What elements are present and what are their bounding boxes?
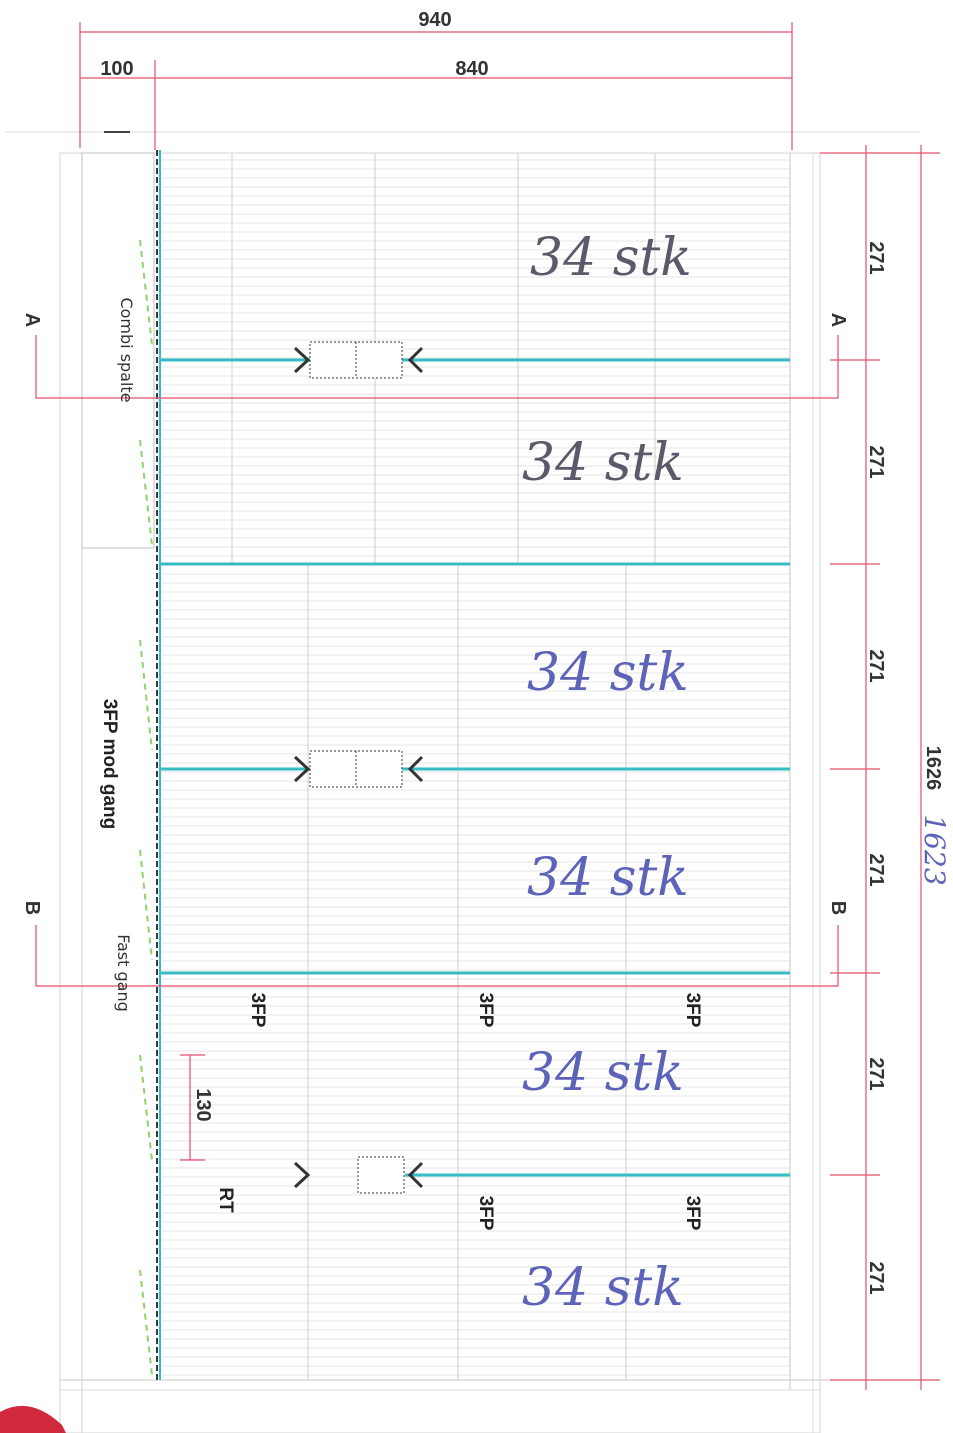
svg-text:3FP: 3FP (475, 1196, 496, 1231)
svg-text:34 stk: 34 stk (527, 643, 689, 703)
label-fast-gang: Fast gang (114, 934, 133, 1012)
fp-marks: 3FP 3FP 3FP 3FP 3FP (247, 993, 703, 1231)
label-combi-spalte: Combi spalte (117, 297, 136, 402)
svg-text:A: A (827, 313, 849, 327)
svg-text:271: 271 (865, 1057, 887, 1090)
gate-chevrons (293, 346, 424, 1189)
svg-text:B: B (21, 901, 43, 915)
svg-text:271: 271 (865, 445, 887, 478)
svg-text:A: A (21, 313, 43, 327)
dim-total-length-handwritten: 1623 (918, 814, 951, 885)
slat-grid (162, 159, 790, 1376)
svg-text:34 stk: 34 stk (522, 433, 684, 493)
svg-text:271: 271 (865, 649, 887, 682)
dim-total-length: 1626 (922, 746, 944, 791)
svg-text:3FP: 3FP (247, 993, 268, 1028)
svg-text:34 stk: 34 stk (522, 1258, 684, 1318)
svg-text:3FP: 3FP (682, 1196, 703, 1231)
section-height-labels: 271 271 271 271 271 271 (865, 241, 887, 1294)
dimension-lines (35, 22, 940, 1390)
feed-lines (160, 358, 790, 1177)
dim-left-strip: 100 (100, 58, 133, 80)
stamp-mark (0, 1405, 66, 1433)
svg-text:34 stk: 34 stk (527, 848, 689, 908)
svg-text:271: 271 (865, 241, 887, 274)
svg-text:271: 271 (865, 1261, 887, 1294)
svg-text:34 stk: 34 stk (530, 228, 692, 288)
walls (5, 131, 920, 1433)
handwritten-counts: 34 stk 34 stk 34 stk 34 stk 34 stk 34 st… (522, 228, 692, 1318)
feeder-boxes (309, 341, 405, 1194)
aisle-hatch (139, 239, 153, 1376)
pen-columns (231, 153, 656, 1380)
svg-text:3FP: 3FP (682, 993, 703, 1028)
svg-text:3FP: 3FP (475, 993, 496, 1028)
label-mod-gang: 3FP mod gang (99, 699, 120, 830)
svg-text:34 stk: 34 stk (522, 1043, 684, 1103)
dim-main-width: 840 (455, 58, 488, 80)
label-rt: RT (215, 1187, 236, 1213)
section-markers: A A B B (21, 313, 849, 915)
svg-text:B: B (827, 901, 849, 915)
dim-overall-width: 940 (418, 9, 451, 31)
svg-text:271: 271 (865, 853, 887, 886)
dim-pen-130: 130 (192, 1088, 214, 1121)
